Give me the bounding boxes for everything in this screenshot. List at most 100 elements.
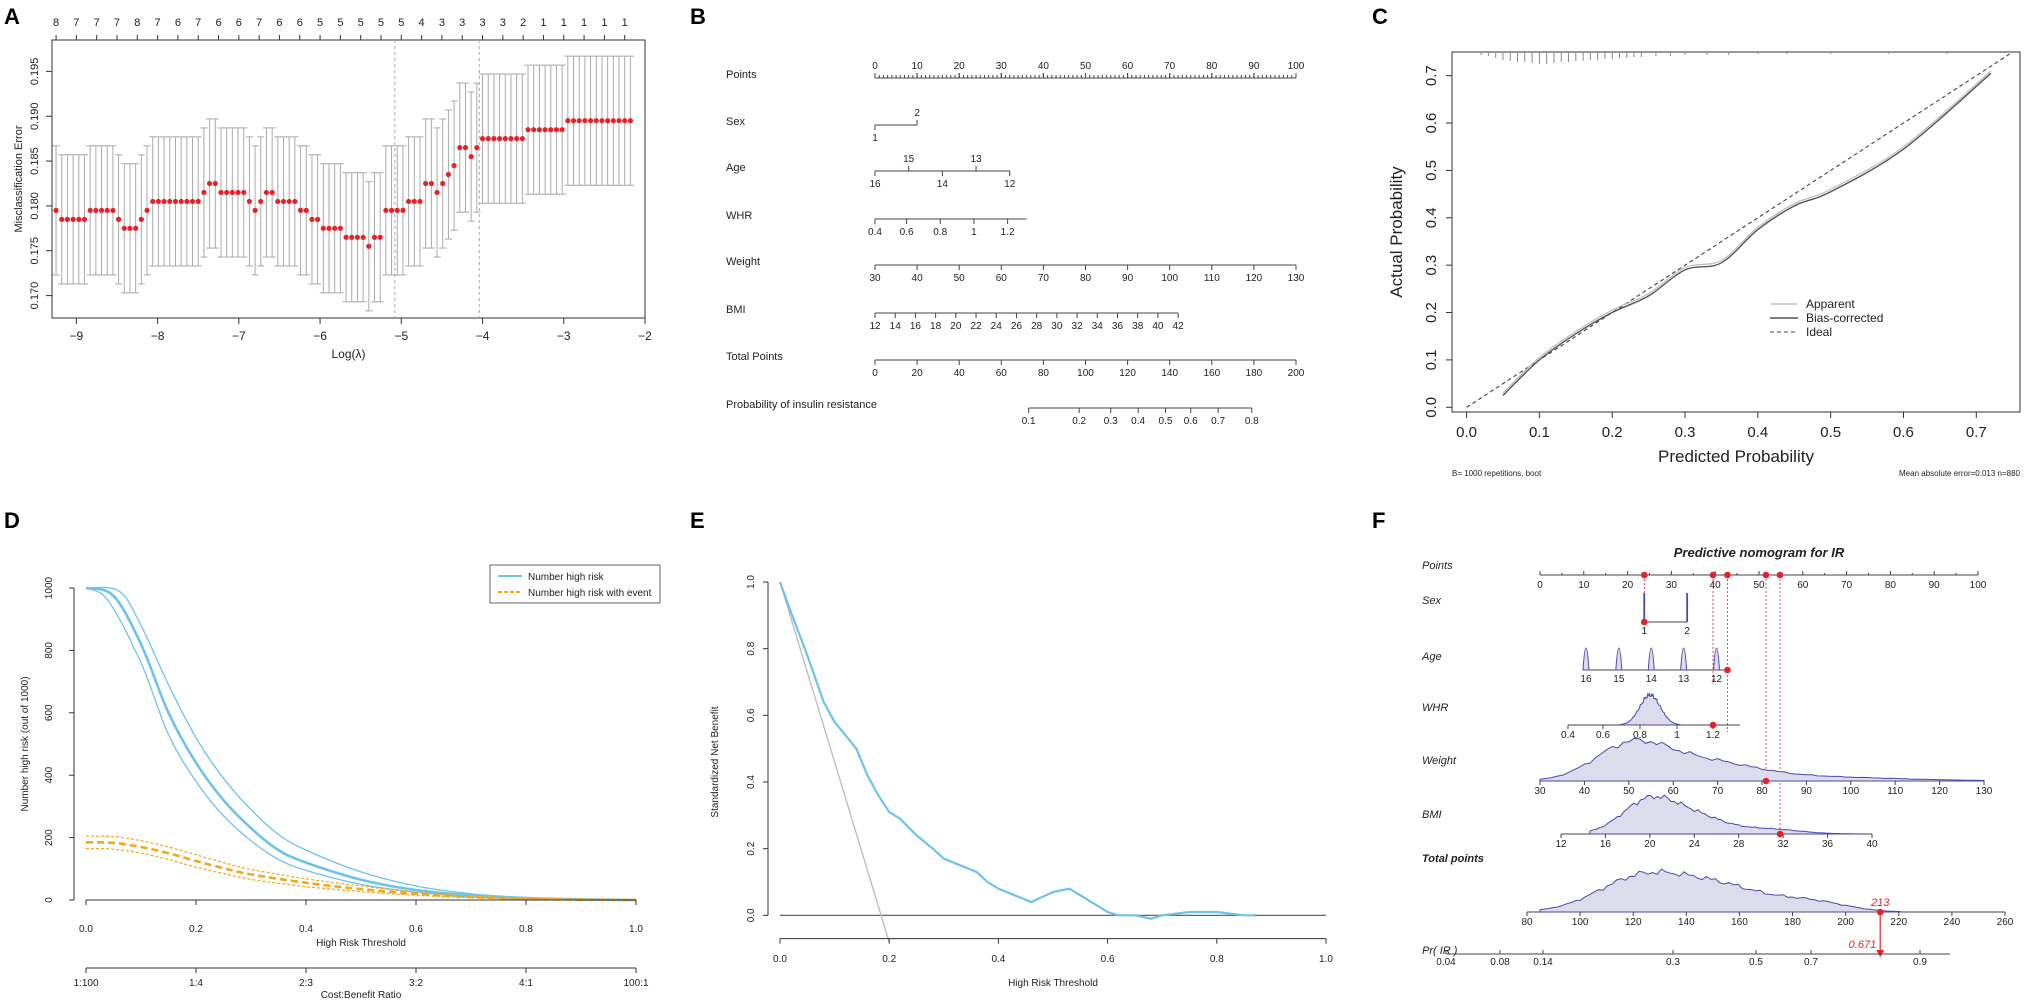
y-tick-label: 0.190 <box>29 102 41 130</box>
y-axis-label: Standardized Net Benefit <box>710 706 721 817</box>
x-tick-label: 0.8 <box>1210 954 1224 965</box>
scale-tick-label: 0.6 <box>900 227 914 238</box>
x2-axis-label: Cost:Benefit Ratio <box>321 990 402 1000</box>
data-point <box>161 198 167 205</box>
total-tick-label: 80 <box>1521 917 1533 928</box>
legend-label: Number high risk <box>528 572 605 583</box>
x-tick-label: −9 <box>70 329 84 343</box>
x-tick-label: 0.4 <box>991 954 1005 965</box>
weight-tick-label: 110 <box>1887 786 1903 797</box>
y-tick-label: 0.195 <box>29 58 41 86</box>
y-tick-label: 0.6 <box>746 708 757 722</box>
x-axis-label: High Risk Threshold <box>1008 978 1098 989</box>
data-point <box>297 207 304 213</box>
scale-tick-label: 14 <box>890 321 902 332</box>
prob-tick-label: 0.5 <box>1749 957 1763 968</box>
data-point <box>531 127 537 133</box>
x-tick-label: 0.2 <box>1602 424 1623 441</box>
bmi-tick-label: 12 <box>1555 839 1567 850</box>
top-tick-label: 6 <box>276 17 282 29</box>
data-point <box>332 225 338 231</box>
age-distribution-spike <box>1647 647 1655 671</box>
data-point <box>366 243 372 249</box>
scale-tick-label: 34 <box>1092 321 1104 332</box>
data-point <box>155 198 162 205</box>
y-tick-label: 0.1 <box>1423 349 1440 370</box>
data-point <box>150 198 156 205</box>
data-point <box>81 216 88 222</box>
data-point <box>172 198 179 205</box>
data-point <box>542 127 548 133</box>
data-point <box>536 127 542 133</box>
top-tick-label: 8 <box>53 17 59 29</box>
weight-selected-marker <box>1762 777 1770 785</box>
scale-name: Points <box>726 69 757 81</box>
scale-tick-label: 0.8 <box>1245 416 1259 427</box>
plot-frame <box>51 39 646 319</box>
data-point <box>280 198 287 205</box>
data-point <box>70 216 76 222</box>
points-tick-label: 80 <box>1885 580 1897 591</box>
top-tick-label: 7 <box>73 17 79 29</box>
data-point <box>201 189 207 196</box>
weight-tick-label: 130 <box>1976 786 1993 797</box>
points-tick-label: 60 <box>1797 580 1809 591</box>
scale-tick-label: 15 <box>903 154 915 165</box>
top-tick-label: 3 <box>439 17 445 29</box>
whr-tick-label: 0.4 <box>1561 730 1575 741</box>
prob-tick-label: 0.7 <box>1804 957 1818 968</box>
x-tick-label: −7 <box>232 329 246 343</box>
total-tick-label: 180 <box>1784 917 1801 928</box>
data-point <box>138 216 144 222</box>
scale-name: Total Points <box>726 351 783 363</box>
scale-tick-label: 32 <box>1072 321 1084 332</box>
panel-c-calibration: 0.0 0.1 0.2 0.3 0.4 0.5 0.6 0.7 0.0 0.1 0.2 0.3 0.4 0… <box>1387 51 2021 478</box>
scale-tick-label: 70 <box>1038 273 1050 284</box>
selected-point-marker <box>1724 571 1731 579</box>
scale-tick-label: 30 <box>996 61 1008 72</box>
selected-point-marker <box>1709 571 1717 579</box>
x-tick-label: 0.3 <box>1675 424 1696 441</box>
data-point <box>292 198 298 205</box>
data-point <box>212 180 218 187</box>
row-label: Age <box>1421 651 1442 663</box>
top-tick-label: 1 <box>601 17 607 29</box>
weight-tick-label: 90 <box>1801 786 1813 797</box>
scale-tick-label: 0.5 <box>1159 416 1173 427</box>
top-tick-label: 1 <box>581 17 587 29</box>
data-point <box>206 180 213 187</box>
data-point <box>485 136 491 142</box>
bmi-tick-label: 28 <box>1733 839 1745 850</box>
prob-value: 0.671 <box>1849 939 1877 951</box>
prob-tick-label: 0.3 <box>1666 957 1680 968</box>
row-label: Points <box>1422 560 1453 572</box>
y-tick-label: 1000 <box>44 576 55 599</box>
data-point <box>269 189 275 196</box>
scale-tick-label: 100 <box>1077 368 1094 379</box>
selected-point-marker <box>1762 571 1770 579</box>
data-point <box>514 136 520 142</box>
age-distribution-spike <box>1582 647 1590 671</box>
x-tick-label: 0.0 <box>773 954 787 965</box>
scale-tick-label: 90 <box>1248 61 1260 72</box>
weight-tick-label: 100 <box>1842 786 1859 797</box>
weight-tick-label: 70 <box>1712 786 1724 797</box>
series-line <box>85 847 637 901</box>
points-tick-label: 40 <box>1710 580 1722 591</box>
y-tick-label: 400 <box>44 766 55 783</box>
data-point <box>53 207 59 213</box>
data-point <box>570 118 577 124</box>
top-tick-label: 6 <box>175 17 181 29</box>
row-label: Total points <box>1422 853 1484 865</box>
data-point <box>423 180 429 187</box>
points-tick-label: 50 <box>1753 580 1765 591</box>
data-point <box>587 118 594 124</box>
sex-selected-marker <box>1640 618 1648 626</box>
whr-distribution <box>1619 692 1681 726</box>
data-point <box>326 225 332 231</box>
x-tick-label: 0.4 <box>1747 424 1768 441</box>
data-point <box>167 198 173 205</box>
data-point <box>315 216 321 222</box>
scale-name: Weight <box>726 256 760 268</box>
x-tick-label: −5 <box>394 329 408 343</box>
